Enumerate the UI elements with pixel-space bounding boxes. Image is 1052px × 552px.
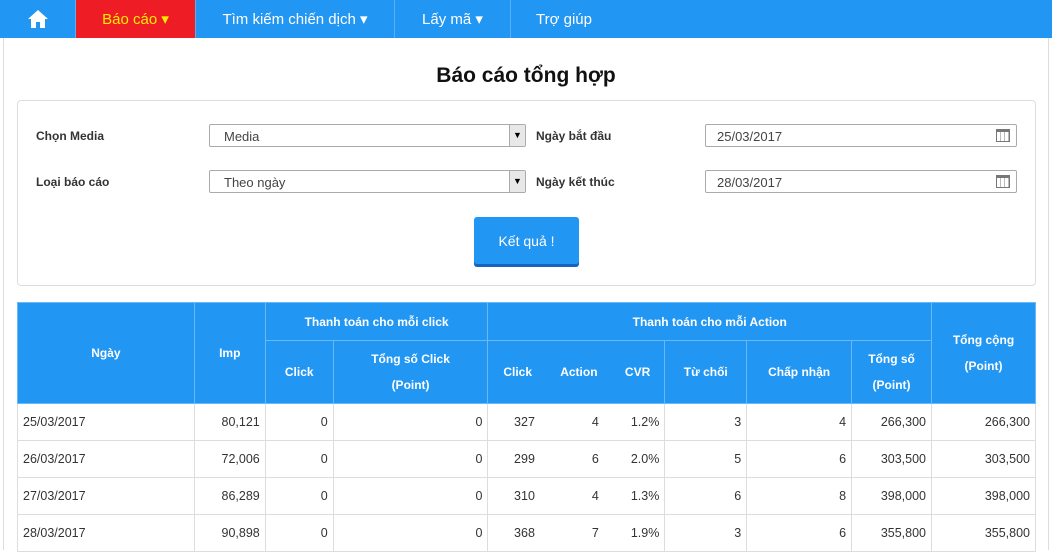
cell-action-click: 327 [487,403,547,441]
cell-cvr: 1.9% [610,514,666,552]
cell-total-click: 0 [332,440,489,478]
page-container [3,38,1049,550]
header-reject: Từ chối [664,340,748,404]
report-type-value: Theo ngày [224,175,286,190]
cell-action: 6 [546,440,611,478]
cell-action-click: 368 [487,514,547,552]
cell-reject: 5 [664,440,748,478]
cell-imp: 80,121 [193,403,266,441]
cell-action: 4 [546,403,611,441]
nav-help[interactable]: Trợ giúp [536,10,592,28]
cell-cvr: 2.0% [610,440,666,478]
nav-get-code[interactable]: Lấy mã ▾ [395,0,511,38]
cell-click: 0 [264,477,334,515]
page-title: Báo cáo tổng hợp [436,64,616,87]
header-cvr: CVR [610,340,666,404]
cell-reject: 3 [664,514,748,552]
header-click-group: Thanh toán cho mỗi click [264,302,489,341]
cell-total-click: 0 [332,403,489,441]
table-row: 27/03/2017 86,289 0 0 310 4 1.3% 6 8 398,000 398,0… [17,477,1036,515]
chevron-down-icon: ▼ [509,171,525,192]
top-nav: Báo cáo ▾ Tìm kiếm chiến dịch ▾ Lấy mã ▾… [0,0,1052,38]
cell-date: 27/03/2017 [17,477,195,515]
cell-imp: 86,289 [193,477,266,515]
start-date-label: Ngày bắt đầu [536,129,612,143]
cell-click: 0 [264,514,334,552]
media-label: Chọn Media [36,129,104,143]
nav-report[interactable]: Báo cáo ▾ [76,0,196,38]
cell-total-click: 0 [332,514,489,552]
cell-total: 303,500 [931,440,1036,478]
header-action-click: Click [487,340,547,404]
cell-cvr: 1.3% [610,477,666,515]
cell-total-sum: 266,300 [851,403,933,441]
cell-date: 26/03/2017 [17,440,195,478]
header-action-group: Thanh toán cho mỗi Action [487,302,933,341]
cell-total: 266,300 [931,403,1036,441]
cell-action: 4 [546,477,611,515]
submit-button[interactable]: Kết quả ! [474,217,579,264]
cell-total-sum: 303,500 [851,440,933,478]
home-icon [27,10,48,28]
header-accept: Chấp nhận [746,340,853,404]
cell-total-sum: 355,800 [851,514,933,552]
cell-accept: 6 [746,514,853,552]
cell-accept: 6 [746,440,853,478]
header-imp: Imp [193,302,266,404]
header-total-sum: Tổng số (Point) [851,340,933,404]
home-button[interactable] [0,0,76,38]
cell-imp: 90,898 [193,514,266,552]
cell-action-click: 310 [487,477,547,515]
cell-accept: 8 [746,477,853,515]
cell-accept: 4 [746,403,853,441]
header-action: Action [546,340,611,404]
chevron-down-icon: ▼ [509,125,525,146]
start-date-value: 25/03/2017 [717,129,783,144]
cell-click: 0 [264,403,334,441]
cell-total-sum: 398,000 [851,477,933,515]
nav-campaign-search[interactable]: Tìm kiếm chiến dịch ▾ [196,0,395,38]
report-table: Ngày Imp Thanh toán cho mỗi click Thanh … [17,302,1036,552]
report-type-label: Loại báo cáo [36,175,110,189]
cell-date: 25/03/2017 [17,403,195,441]
end-date-value: 28/03/2017 [717,175,783,190]
cell-total: 398,000 [931,477,1036,515]
header-click: Click [264,340,334,404]
cell-total-click: 0 [332,477,489,515]
header-total-click: Tổng số Click (Point) [332,340,489,404]
table-row: 25/03/2017 80,121 0 0 327 4 1.2% 3 4 266,300 266,3… [17,403,1036,441]
table-row: 26/03/2017 72,006 0 0 299 6 2.0% 5 6 303,500 303,5… [17,440,1036,478]
end-date-label: Ngày kết thúc [536,175,615,189]
cell-action: 7 [546,514,611,552]
cell-cvr: 1.2% [610,403,666,441]
header-date: Ngày [17,302,195,404]
table-row: 28/03/2017 90,898 0 0 368 7 1.9% 3 6 355,800 355,8… [17,514,1036,552]
media-value: Media [224,129,260,144]
calendar-icon[interactable] [996,129,1010,142]
filter-form [17,100,1036,286]
calendar-icon[interactable] [996,175,1010,188]
cell-action-click: 299 [487,440,547,478]
report-type-select[interactable]: Theo ngày ▼ [209,170,526,193]
header-total: Tổng cộng (Point) [931,302,1036,404]
start-date-input[interactable]: 25/03/2017 [705,124,1017,147]
cell-total: 355,800 [931,514,1036,552]
cell-imp: 72,006 [193,440,266,478]
cell-reject: 3 [664,403,748,441]
end-date-input[interactable]: 28/03/2017 [705,170,1017,193]
cell-reject: 6 [664,477,748,515]
cell-click: 0 [264,440,334,478]
media-select[interactable]: Media ▼ [209,124,526,147]
cell-date: 28/03/2017 [17,514,195,552]
